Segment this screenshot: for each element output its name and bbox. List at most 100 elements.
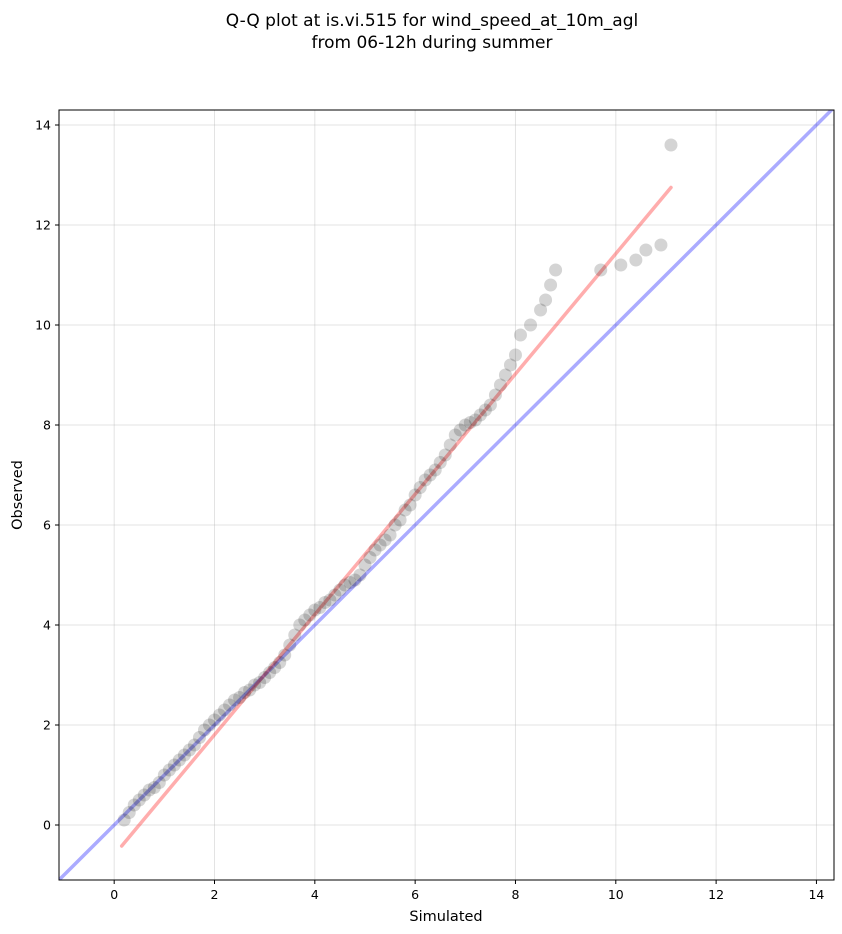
data-point <box>654 238 668 252</box>
data-point <box>197 723 211 737</box>
data-point <box>278 648 292 662</box>
data-point <box>403 498 417 512</box>
data-point <box>453 423 467 437</box>
data-point <box>629 253 643 267</box>
data-point <box>664 138 678 152</box>
data-point <box>162 763 176 777</box>
data-point <box>508 348 522 362</box>
data-point <box>539 293 553 307</box>
data-point <box>549 263 563 277</box>
data-point <box>192 731 206 744</box>
data-point <box>233 691 247 704</box>
data-point <box>544 278 558 292</box>
data-point <box>293 618 307 632</box>
data-point <box>594 263 608 277</box>
data-point <box>127 798 141 812</box>
grid <box>59 110 834 880</box>
y-axis-ticks: 0 2 4 6 8 10 12 14 <box>35 118 59 833</box>
y-tick-label: 4 <box>43 618 51 633</box>
data-point <box>458 418 472 432</box>
data-point <box>303 608 317 622</box>
data-point <box>393 513 407 527</box>
data-point <box>263 666 277 679</box>
y-tick-label: 12 <box>35 218 51 233</box>
data-point <box>368 543 382 557</box>
y-axis-label: Observed <box>10 460 26 530</box>
data-point <box>122 806 136 819</box>
data-point <box>398 503 412 517</box>
data-point <box>213 708 227 722</box>
data-point <box>488 388 502 402</box>
data-point <box>383 528 397 542</box>
data-point <box>343 576 357 589</box>
data-point <box>363 551 377 564</box>
data-point <box>438 448 452 462</box>
data-point <box>353 568 367 582</box>
data-point <box>313 601 327 614</box>
data-point <box>463 416 477 429</box>
chart-title-line-2: from 06-12h during summer <box>312 33 553 53</box>
y-tick-label: 14 <box>35 118 51 133</box>
data-point <box>218 703 232 717</box>
data-point <box>157 768 171 782</box>
y-tick-label: 6 <box>43 518 51 533</box>
data-point <box>208 713 222 727</box>
y-tick-label: 10 <box>35 318 51 333</box>
data-point <box>503 358 517 372</box>
x-axis-label: Simulated <box>409 909 482 925</box>
y-tick-label: 8 <box>43 418 51 433</box>
data-point <box>328 588 342 602</box>
data-point <box>258 671 272 684</box>
data-point <box>318 596 332 609</box>
data-point <box>524 318 538 332</box>
data-point <box>534 303 548 317</box>
data-point <box>478 403 492 417</box>
data-point <box>493 378 507 392</box>
fit-line <box>119 185 673 848</box>
data-point <box>433 456 447 469</box>
data-point <box>413 481 427 494</box>
data-point <box>288 628 302 642</box>
data-points <box>117 138 678 827</box>
data-point <box>498 368 512 382</box>
data-point <box>137 788 151 802</box>
y-tick-label: 2 <box>43 718 51 733</box>
data-point <box>223 698 237 712</box>
data-point <box>483 398 497 412</box>
x-tick-label: 0 <box>110 887 118 902</box>
data-point <box>283 638 297 652</box>
data-point <box>428 463 442 477</box>
x-axis-ticks: 0 2 4 6 8 10 12 14 <box>110 880 824 902</box>
x-tick-label: 4 <box>311 887 319 902</box>
data-point <box>172 753 186 767</box>
data-point <box>273 656 287 669</box>
data-point <box>268 661 282 674</box>
data-point <box>513 328 527 342</box>
x-tick-label: 10 <box>608 887 624 902</box>
data-point <box>202 718 216 732</box>
plot-frame <box>58 109 835 881</box>
data-point <box>147 781 161 794</box>
data-point <box>373 538 387 552</box>
data-point <box>117 813 131 827</box>
data-point <box>298 613 312 627</box>
data-point <box>408 488 422 502</box>
data-point <box>348 573 362 587</box>
identity-line <box>59 110 834 880</box>
data-point <box>639 243 653 257</box>
data-point <box>243 683 257 697</box>
x-tick-label: 12 <box>708 887 724 902</box>
data-point <box>238 686 252 699</box>
data-point <box>443 438 457 452</box>
data-point <box>358 558 372 572</box>
x-tick-label: 2 <box>211 887 219 902</box>
data-point <box>378 533 392 547</box>
x-tick-label: 8 <box>511 887 519 902</box>
data-point <box>253 676 267 689</box>
chart-title-line-1: Q-Q plot at is.vi.515 for wind_speed_at_… <box>226 11 638 31</box>
data-point <box>132 793 146 807</box>
data-point <box>468 413 482 427</box>
data-point <box>473 408 487 422</box>
data-point <box>182 743 196 757</box>
